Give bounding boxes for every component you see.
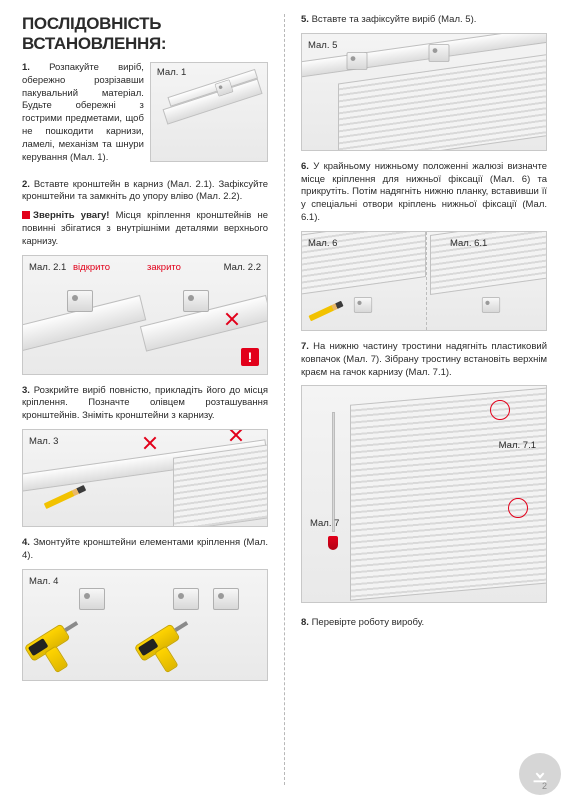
fig3-x2	[229, 429, 243, 442]
step6-text: 6. У крайньому нижньому положенні жалюзі…	[301, 161, 547, 225]
left-column: ПОСЛІДОВНІСТЬ ВСТАНОВЛЕННЯ: 1. Розпакуйт…	[22, 14, 268, 785]
fig4-bracket-1	[79, 588, 105, 610]
fig2-xmark	[225, 312, 239, 326]
figure-1: Мал. 1	[150, 62, 268, 162]
fig7-tassel	[328, 536, 338, 550]
step6-num: 6.	[301, 161, 309, 172]
drill-1	[24, 616, 97, 681]
fig3-slats	[173, 442, 268, 527]
fig2-bracket-r	[183, 290, 209, 312]
download-badge[interactable]	[519, 753, 561, 795]
fig7-label: Мал. 7	[310, 518, 339, 529]
figure-5: Мал. 5	[301, 33, 547, 151]
step8-text: 8. Перевірте роботу виробу.	[301, 617, 547, 630]
figure-2: Мал. 2.1 відкрито закрито Мал. 2.2 !	[22, 255, 268, 375]
fig6-pencil	[308, 301, 343, 322]
step1-text: 1. Розпакуйте виріб, обережно розрізавши…	[22, 62, 144, 165]
step5-text: 5. Вставте та зафіксуйте виріб (Мал. 5).	[301, 14, 547, 27]
fig6-label: Мал. 6	[308, 238, 337, 249]
fig5-brk1	[347, 52, 368, 70]
fig1-label: Мал. 1	[157, 67, 186, 78]
step2-num: 2.	[22, 179, 30, 190]
step1-row: 1. Розпакуйте виріб, обережно розрізавши…	[22, 62, 268, 171]
drill-2	[134, 616, 207, 681]
step7-body: На нижню частину тростини надягніть плас…	[301, 341, 547, 378]
step5-num: 5.	[301, 14, 309, 25]
fig3-pencil	[44, 485, 86, 509]
fig61-label: Мал. 6.1	[450, 238, 487, 249]
figure-6: Мал. 6 Мал. 6.1	[301, 231, 547, 331]
step7-text: 7. На нижню частину тростини надягніть п…	[301, 341, 547, 379]
page-number: 2	[542, 781, 547, 791]
fig4-bracket-2	[173, 588, 199, 610]
fig2-bracket-l	[67, 290, 93, 312]
fig71-label: Мал. 7.1	[499, 440, 536, 451]
warn-label: Зверніть увагу!	[33, 210, 109, 221]
figure-4: Мал. 4	[22, 569, 268, 681]
right-column: 5. Вставте та зафіксуйте виріб (Мал. 5).…	[301, 14, 547, 785]
fig3-label: Мал. 3	[29, 436, 58, 447]
fig5-label: Мал. 5	[308, 40, 337, 51]
fig3-x1	[143, 436, 157, 450]
step4-num: 4.	[22, 537, 30, 548]
step1-num: 1.	[22, 62, 30, 73]
fig6-slats-r	[430, 231, 547, 295]
fig-open-label: відкрито	[73, 262, 110, 273]
step2-body: Вставте кронштейн в карниз (Мал. 2.1). З…	[22, 179, 268, 203]
fig5-brk2	[429, 44, 450, 62]
figure-3: Мал. 3	[22, 429, 268, 527]
fig6-split	[426, 232, 427, 330]
step3-num: 3.	[22, 385, 30, 396]
download-icon	[529, 763, 551, 785]
step5-body: Вставте та зафіксуйте виріб (Мал. 5).	[312, 14, 477, 25]
figure-7: Мал. 7 Мал. 7.1	[301, 385, 547, 603]
fig7-slats	[350, 388, 547, 601]
step8-body: Перевірте роботу виробу.	[312, 617, 425, 628]
fig4-label: Мал. 4	[29, 576, 58, 587]
page-title: ПОСЛІДОВНІСТЬ ВСТАНОВЛЕННЯ:	[22, 14, 268, 54]
step4-text: 4. Змонтуйте кронштейни елементами кріпл…	[22, 537, 268, 563]
step8-num: 8.	[301, 617, 309, 628]
fig6-brk-l	[354, 297, 372, 312]
fig21-label: Мал. 2.1	[29, 262, 66, 273]
columns-wrap: ПОСЛІДОВНІСТЬ ВСТАНОВЛЕННЯ: 1. Розпакуйт…	[22, 14, 547, 785]
step4-body: Змонтуйте кронштейни елементами кріпленн…	[22, 537, 268, 561]
step1-body: Розпакуйте виріб, обережно розрізавши па…	[22, 62, 144, 163]
fig6-brk-r	[482, 297, 500, 312]
step7-num: 7.	[301, 341, 309, 352]
alert-icon: !	[241, 348, 259, 366]
step3-text: 3. Розкрийте виріб повністю, прикладіть …	[22, 385, 268, 423]
fig4-bracket-3	[213, 588, 239, 610]
column-divider	[284, 14, 285, 785]
fig-closed-label: закрито	[147, 262, 181, 273]
fig22-label: Мал. 2.2	[224, 262, 261, 273]
step6-body: У крайньому нижньому положенні жалюзі ви…	[301, 161, 547, 223]
step2-text: 2. Вставте кронштейн в карниз (Мал. 2.1)…	[22, 179, 268, 205]
fig7-rod	[332, 412, 335, 532]
step3-body: Розкрийте виріб повністю, прикладіть йог…	[22, 385, 268, 422]
step2-warning: Зверніть увагу! Місця кріплення кронштей…	[22, 210, 268, 248]
warning-icon	[22, 211, 30, 219]
